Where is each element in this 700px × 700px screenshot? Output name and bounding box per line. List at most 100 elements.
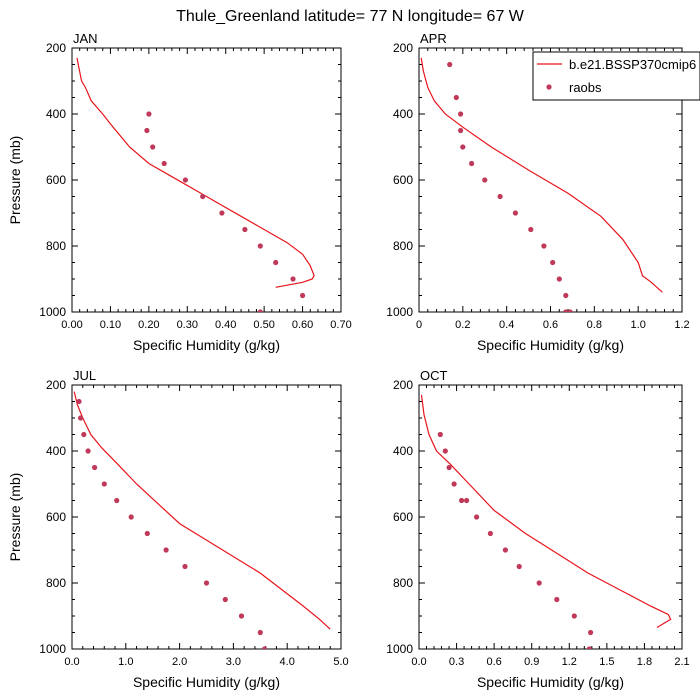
- y-tick-label-apr: 400: [393, 107, 413, 121]
- panel-frame-jul: [71, 384, 342, 650]
- panel-label-jul: JUL: [73, 368, 96, 383]
- x-axis-label-jan: Specific Humidity (g/kg): [133, 337, 280, 353]
- x-tick-label-jul: 5.0: [333, 656, 348, 668]
- model-line-jul: [73, 391, 331, 630]
- obs-point-jul: [78, 415, 84, 421]
- model-line-jan: [76, 57, 315, 288]
- obs-point-jan: [146, 111, 152, 117]
- panel-jan: JAN 0.00 0.10 0.20 0.30 0.40 0.50 0.60 0.70 200 40…: [7, 31, 352, 353]
- y-tick-label-jul: 800: [46, 576, 66, 590]
- legend-obs-marker: [546, 84, 552, 90]
- obs-point-jan: [200, 193, 206, 200]
- x-tick-label-jan: 0.60: [292, 319, 313, 331]
- x-tick-label-oct: 0.6: [486, 656, 501, 668]
- x-tick-label-apr: 0.2: [455, 319, 470, 331]
- obs-point-jan: [144, 127, 150, 134]
- x-tick-label-apr: 0.8: [587, 319, 602, 331]
- obs-point-apr: [550, 259, 556, 266]
- y-tick-label-jan: 400: [46, 107, 66, 121]
- plot-area-jan: [76, 57, 315, 312]
- obs-point-oct: [446, 464, 452, 471]
- model-line-apr: [420, 57, 663, 293]
- panel-frame-jan: [71, 47, 342, 313]
- x-tick-label-jan: 0.10: [100, 319, 121, 331]
- obs-point-apr: [453, 94, 459, 101]
- y-tick-label-apr: 800: [393, 239, 413, 253]
- x-tick-label-oct: 0.3: [449, 656, 464, 668]
- panel-label-oct: OCT: [420, 368, 448, 383]
- x-axis-label-apr: Specific Humidity (g/kg): [477, 337, 624, 353]
- x-tick-label-jul: 4.0: [280, 656, 295, 668]
- obs-point-apr: [469, 160, 475, 167]
- obs-point-jan: [300, 292, 306, 299]
- y-tick-label-oct: 200: [393, 378, 413, 392]
- obs-point-jul: [163, 547, 169, 553]
- panel-frame-oct: [418, 384, 683, 650]
- x-tick-label-oct: 0.9: [524, 656, 539, 668]
- obs-point-jul: [144, 530, 150, 537]
- obs-point-oct: [487, 530, 493, 537]
- y-tick-label-oct: 800: [393, 576, 413, 590]
- y-tick-label-apr: 1000: [386, 305, 413, 319]
- y-axis-label-jul: Pressure (mb): [7, 473, 23, 562]
- plot-area-oct: [420, 394, 672, 649]
- obs-point-jul: [128, 514, 134, 520]
- obs-point-jan: [182, 177, 188, 183]
- legend-model-label: b.e21.BSSP370cmip6: [569, 57, 696, 72]
- legend-obs-label: raobs: [569, 80, 602, 95]
- obs-point-oct: [586, 646, 592, 649]
- legend: b.e21.BSSP370cmip6 raobs: [532, 51, 700, 101]
- panel-apr: APR 0 0.2 0.4 0.6 0.8 1.0 1.2 200 400 600 800 1000 Sp…: [386, 31, 689, 353]
- y-tick-label-apr: 200: [393, 41, 413, 55]
- x-tick-label-jan: 0.50: [253, 319, 274, 331]
- figure-title: Thule_Greenland latitude= 77 N longitude…: [176, 8, 525, 25]
- plot-area-apr: [420, 57, 663, 312]
- obs-point-jul: [76, 398, 82, 405]
- y-axis-label-jan: Pressure (mb): [7, 136, 23, 225]
- obs-point-apr: [497, 193, 503, 200]
- obs-point-apr: [556, 276, 562, 282]
- obs-point-oct: [554, 596, 560, 603]
- x-tick-label-jan: 0.70: [330, 319, 351, 331]
- obs-point-jan: [273, 259, 279, 266]
- panel-oct: OCT 0.0 0.3 0.6 0.9 1.2 1.5 1.8 2.1 200 400 600 800 1…: [386, 368, 689, 690]
- y-tick-label-apr: 600: [393, 173, 413, 187]
- y-tick-label-jan: 600: [46, 173, 66, 187]
- obs-point-jan: [219, 210, 225, 216]
- x-axis-label-jul: Specific Humidity (g/kg): [133, 674, 280, 690]
- x-axis-label-oct: Specific Humidity (g/kg): [477, 674, 624, 690]
- obs-point-apr: [458, 127, 464, 134]
- obs-point-jul: [92, 464, 98, 471]
- obs-point-oct: [474, 514, 480, 520]
- y-tick-label-jul: 200: [46, 378, 66, 392]
- obs-point-oct: [516, 563, 522, 570]
- panel-label-apr: APR: [420, 31, 447, 46]
- obs-point-oct: [459, 497, 465, 504]
- plot-area-jul: [73, 391, 331, 649]
- legend-box: [532, 51, 700, 101]
- y-tick-label-jan: 200: [46, 41, 66, 55]
- obs-point-apr: [567, 309, 573, 312]
- obs-point-jan: [290, 276, 296, 282]
- y-tick-label-jan: 1000: [39, 305, 66, 319]
- x-tick-label-oct: 1.2: [562, 656, 577, 668]
- y-tick-label-oct: 400: [393, 444, 413, 458]
- obs-point-oct: [437, 431, 443, 438]
- y-tick-label-oct: 1000: [386, 642, 413, 656]
- x-tick-label-jan: 0.30: [177, 319, 198, 331]
- y-tick-label-jul: 600: [46, 510, 66, 524]
- model-line-oct: [420, 394, 672, 629]
- obs-point-jul: [222, 596, 228, 603]
- x-tick-label-oct: 0.0: [411, 656, 426, 668]
- obs-point-jul: [238, 613, 245, 619]
- obs-point-jul: [85, 448, 91, 454]
- obs-point-jul: [101, 481, 107, 487]
- obs-point-jan: [257, 309, 263, 312]
- obs-point-jan: [161, 160, 167, 167]
- obs-point-apr: [541, 243, 547, 249]
- obs-point-oct: [502, 547, 508, 553]
- y-tick-label-oct: 600: [393, 510, 413, 524]
- x-tick-label-apr: 0: [416, 319, 422, 331]
